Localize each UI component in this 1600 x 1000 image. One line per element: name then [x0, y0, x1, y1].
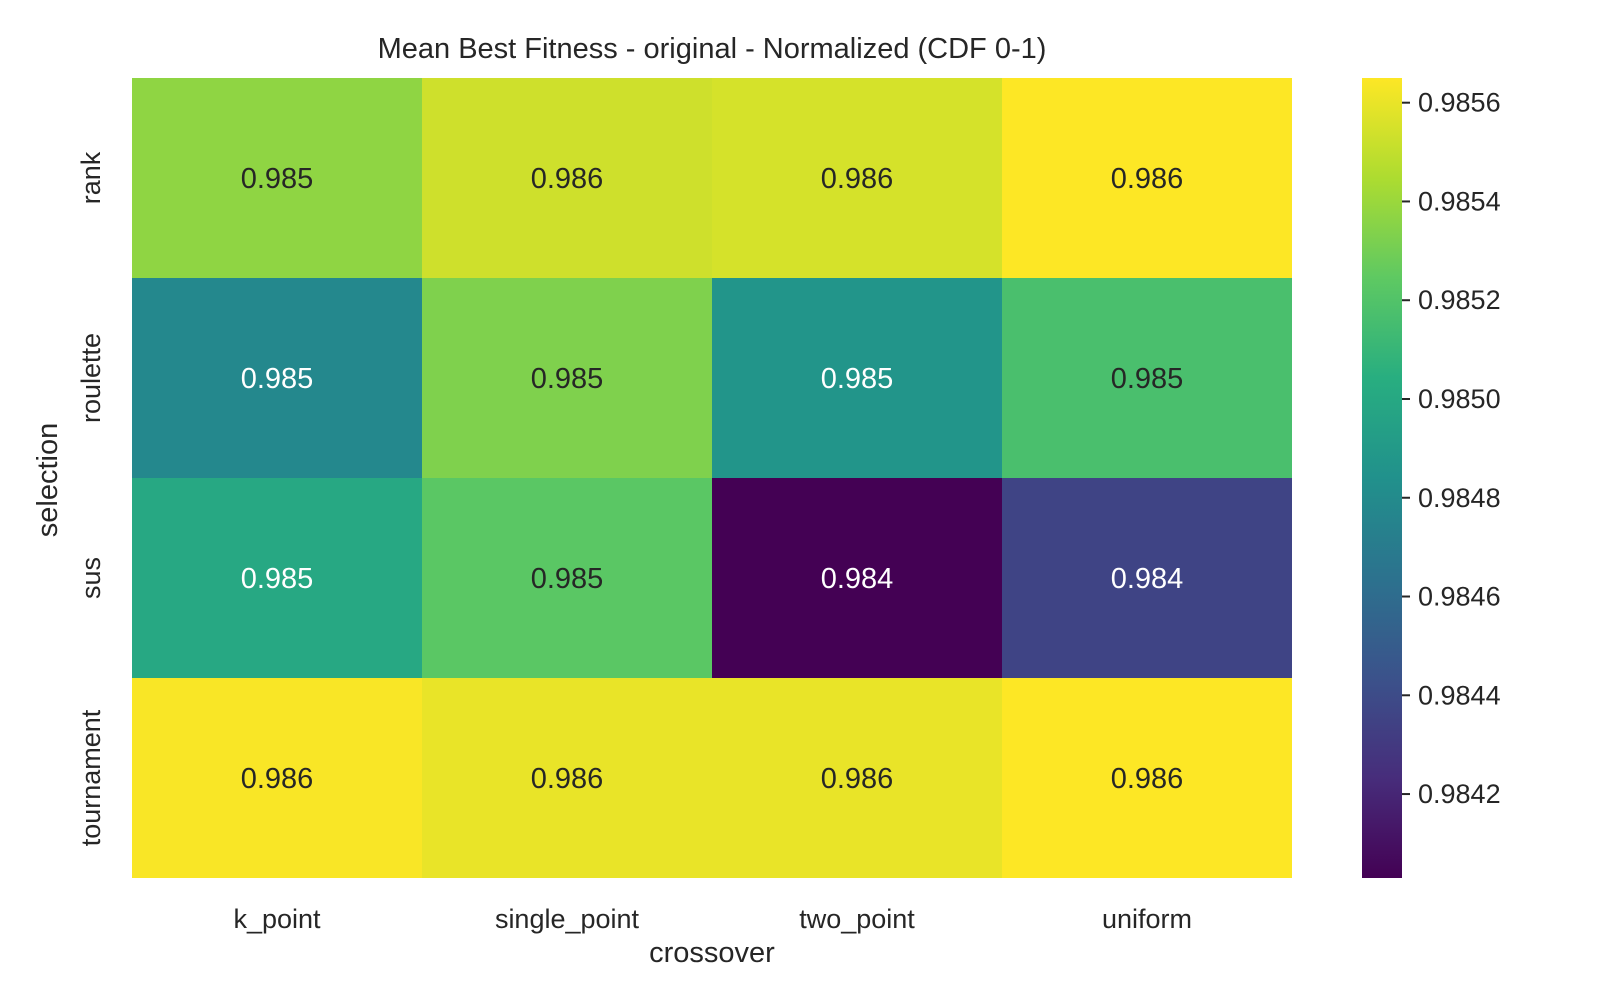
- colorbar-tick-label: 0.9856: [1418, 88, 1501, 118]
- cell-value-label: 0.984: [821, 563, 894, 595]
- colorbar: [1362, 78, 1402, 878]
- heatmap-cells: [132, 78, 1292, 878]
- cell-value-label: 0.985: [241, 563, 314, 595]
- heatmap-cell: [712, 78, 1002, 278]
- colorbar-tick-label: 0.9846: [1418, 582, 1501, 612]
- y-tick-label: tournament: [76, 709, 106, 846]
- colorbar-tick-label: 0.9842: [1418, 779, 1501, 809]
- heatmap-cell: [422, 278, 712, 478]
- heatmap-cell: [712, 478, 1002, 678]
- heatmap-cell: [422, 678, 712, 878]
- heatmap-cell: [422, 78, 712, 278]
- colorbar-ticks: 0.9842 0.9844 0.9846 0.9848 0.9850 0.9852 0.98…: [1402, 88, 1501, 809]
- cell-value-label: 0.984: [1111, 563, 1184, 595]
- cell-value-label: 0.986: [1111, 163, 1184, 195]
- cell-value-label: 0.986: [1111, 763, 1184, 795]
- cell-value-label: 0.985: [531, 363, 604, 395]
- cell-value-label: 0.985: [1111, 363, 1184, 395]
- heatmap-cell: [132, 478, 422, 678]
- heatmap-cell: [1002, 678, 1292, 878]
- colorbar-tick-label: 0.9848: [1418, 483, 1501, 513]
- x-axis-tick-labels: k_point single_point two_point uniform: [233, 904, 1192, 934]
- cell-value-label: 0.985: [241, 363, 314, 395]
- y-tick-label: roulette: [76, 333, 106, 423]
- cell-value-label: 0.985: [821, 363, 894, 395]
- heatmap-cell: [712, 678, 1002, 878]
- y-tick-label: sus: [76, 557, 106, 599]
- cell-value-label: 0.986: [241, 763, 314, 795]
- heatmap-cell: [712, 278, 1002, 478]
- cell-value-label: 0.986: [531, 763, 604, 795]
- heatmap-cell: [132, 78, 422, 278]
- x-tick-label: k_point: [233, 904, 321, 934]
- cell-value-label: 0.985: [531, 563, 604, 595]
- y-axis-tick-labels: rank roulette sus tournament: [76, 151, 106, 846]
- heatmap-cell: [1002, 278, 1292, 478]
- heatmap-cell: [1002, 478, 1292, 678]
- x-tick-label: two_point: [799, 904, 915, 934]
- cell-value-label: 0.986: [531, 163, 604, 195]
- colorbar-tick-label: 0.9854: [1418, 186, 1501, 216]
- heatmap-cell: [1002, 78, 1292, 278]
- cell-value-label: 0.986: [821, 763, 894, 795]
- cell-value-label: 0.986: [821, 163, 894, 195]
- colorbar-tick-label: 0.9850: [1418, 384, 1501, 414]
- heatmap-cell-labels: 0.985 0.986 0.986 0.986 0.985 0.985 0.985 0.985…: [241, 163, 1184, 795]
- colorbar-tick-label: 0.9852: [1418, 285, 1501, 315]
- x-tick-label: single_point: [495, 904, 640, 934]
- chart-title: Mean Best Fitness - original - Normalize…: [378, 33, 1047, 65]
- y-axis-label: selection: [32, 423, 64, 537]
- x-axis-label: crossover: [649, 937, 775, 969]
- heatmap-cell: [422, 478, 712, 678]
- heatmap-cell: [132, 678, 422, 878]
- heatmap-cell: [132, 278, 422, 478]
- y-tick-label: rank: [76, 151, 106, 204]
- cell-value-label: 0.985: [241, 163, 314, 195]
- colorbar-tick-label: 0.9844: [1418, 680, 1501, 710]
- x-tick-label: uniform: [1102, 904, 1192, 934]
